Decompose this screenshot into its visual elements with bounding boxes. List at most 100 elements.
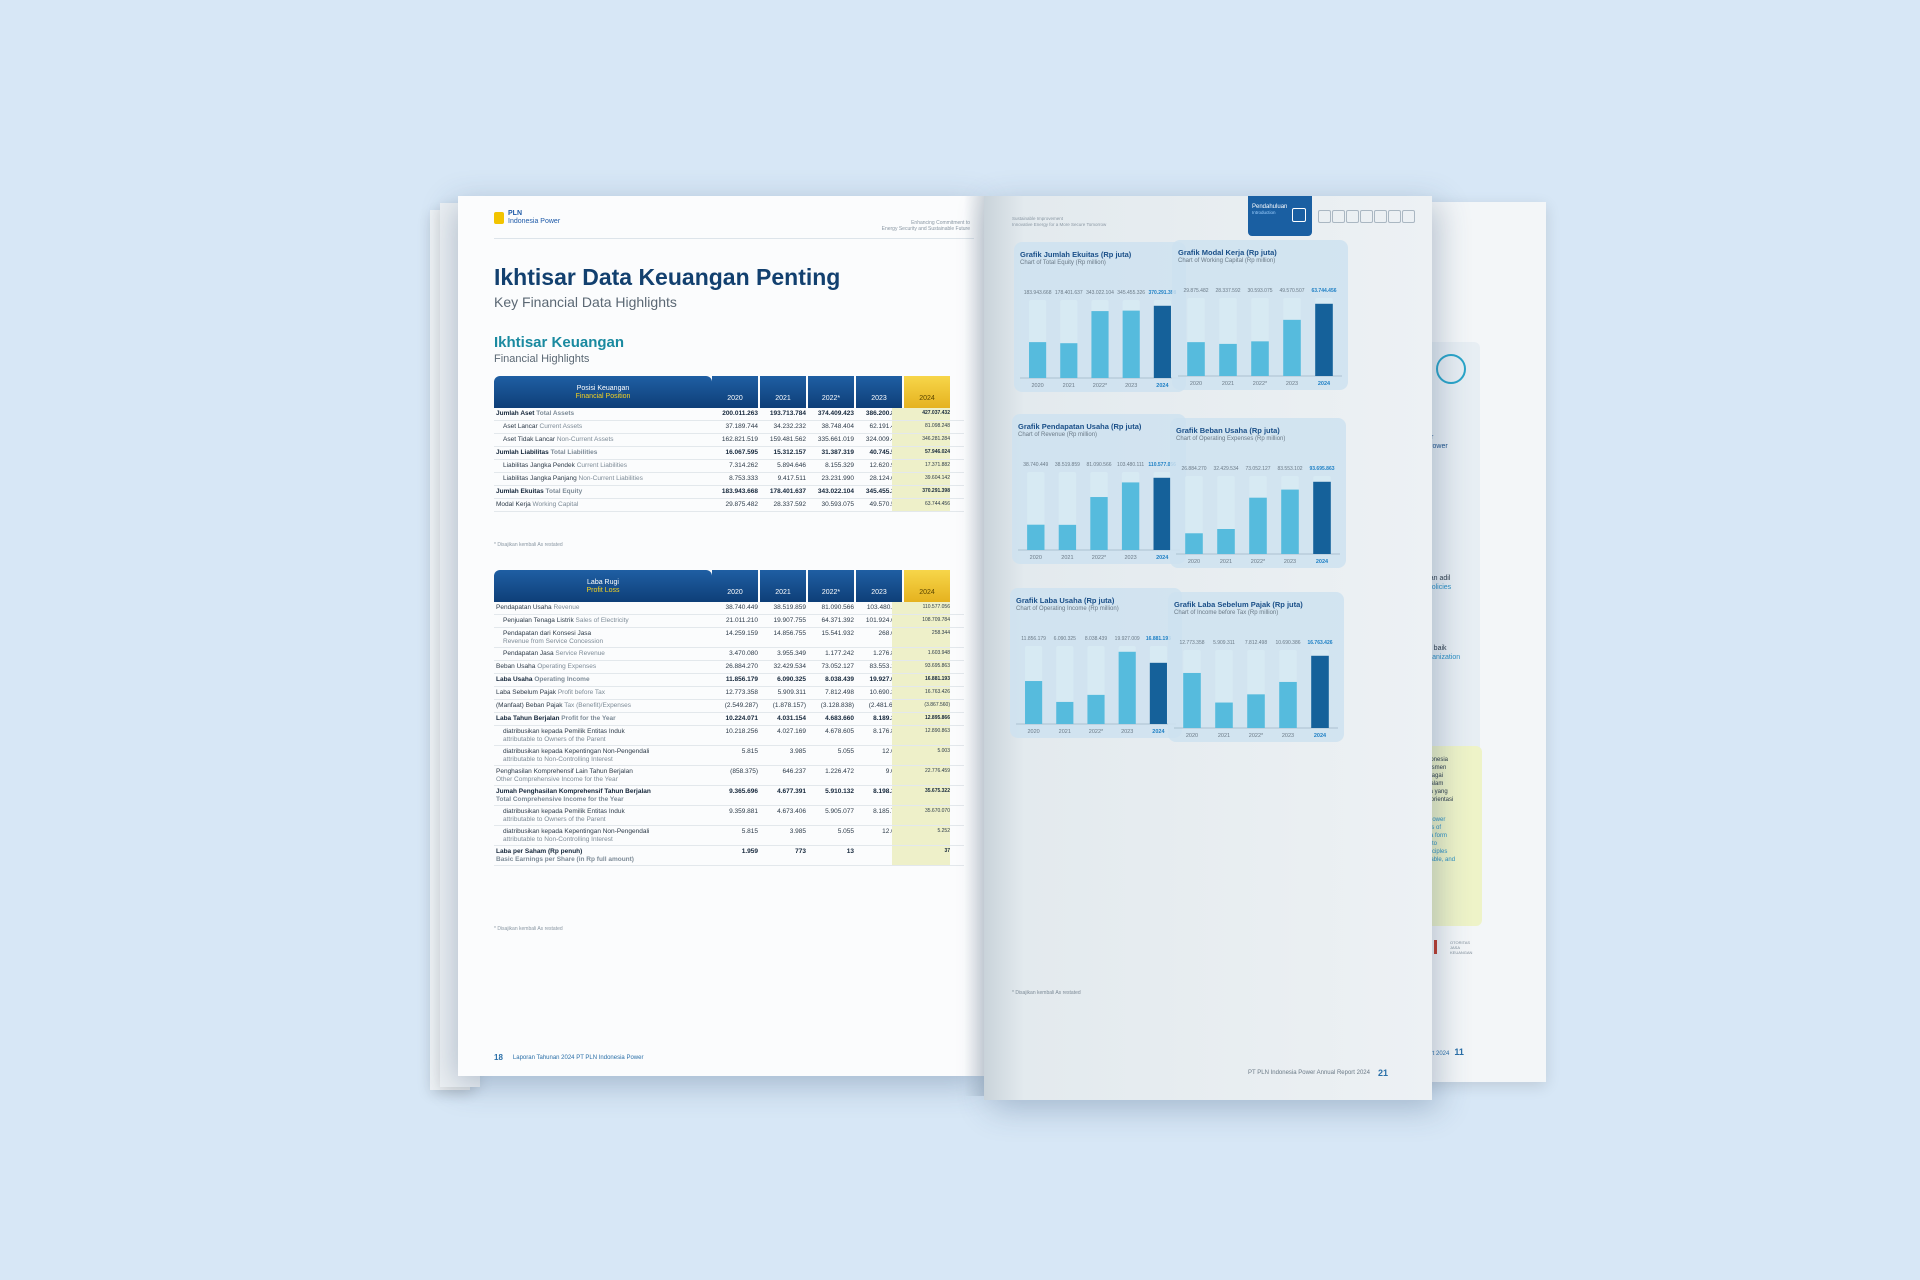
cell-value: 8.185.720 bbox=[873, 808, 902, 815]
cell-value: 200.011.263 bbox=[722, 410, 758, 417]
cell-value: 34.232.232 bbox=[773, 423, 806, 430]
cell-value: 37.189.744 bbox=[725, 423, 758, 430]
chart-card: Grafik Pendapatan Usaha (Rp juta) Chart o… bbox=[1012, 414, 1186, 564]
cell-value: 5.910.132 bbox=[825, 788, 854, 795]
cell-value: 12.773.358 bbox=[725, 689, 758, 696]
cell-value: 7.812.498 bbox=[825, 689, 854, 696]
left-header-tagline: Enhancing Commitment to Energy Security a… bbox=[881, 220, 970, 232]
year-header: 2021 bbox=[760, 376, 806, 408]
cell-value: 38.519.859 bbox=[773, 604, 806, 611]
year-header: 2022* bbox=[808, 376, 854, 408]
cell-value: 38.748.404 bbox=[821, 423, 854, 430]
bar bbox=[1090, 497, 1108, 550]
cell-value: 7.314.262 bbox=[729, 462, 758, 469]
row-label-id: Liabilitas Jangka Pendek bbox=[503, 462, 575, 469]
cell-value: 49.570.507 bbox=[869, 501, 902, 508]
row-label-en: Operating Expenses bbox=[537, 663, 597, 670]
people-icon[interactable] bbox=[1346, 210, 1359, 223]
row-label: Jumlah Liabilitas Total Liabilities bbox=[496, 449, 710, 457]
cell-value: 1.959 bbox=[741, 848, 758, 855]
cell-value: 12.620.923 bbox=[869, 462, 902, 469]
category-label: 2024 bbox=[1316, 559, 1329, 565]
bar-chart: 26.884.270 2020 32.429.534 2021 73.052.127 20… bbox=[1176, 466, 1340, 565]
cell-value: 110.577.056 bbox=[892, 602, 950, 614]
cell-value: (3.867.560) bbox=[892, 700, 950, 712]
chart-card: Grafik Laba Sebelum Pajak (Rp juta) Chart… bbox=[1168, 592, 1344, 742]
cell-value: 1.177.242 bbox=[825, 650, 854, 657]
bar bbox=[1121, 482, 1140, 550]
table-row: Beban Usaha Operating Expenses 26.884.270… bbox=[494, 661, 964, 674]
row-label: Laba Tahun Berjalan Profit for the Year bbox=[496, 715, 710, 723]
cell-value: 773 bbox=[795, 848, 806, 855]
chart-title: Grafik Jumlah Ekuitas (Rp juta) bbox=[1020, 250, 1132, 259]
bar bbox=[1122, 310, 1140, 378]
data-label: 32.429.534 bbox=[1213, 466, 1238, 472]
chart-title: Grafik Pendapatan Usaha (Rp juta) bbox=[1018, 422, 1142, 431]
bar bbox=[1091, 311, 1109, 378]
data-label: 343.022.104 bbox=[1086, 290, 1114, 296]
category-label: 2022* bbox=[1251, 559, 1266, 565]
cell-value: 64.371.392 bbox=[821, 617, 854, 624]
person-icon[interactable] bbox=[1332, 210, 1345, 223]
cell-value: 40.745.537 bbox=[869, 449, 902, 456]
cell-value: 17.371.882 bbox=[892, 460, 950, 472]
ojk-logo-icon bbox=[1434, 940, 1445, 954]
bar bbox=[1153, 477, 1171, 550]
bar bbox=[1027, 524, 1045, 550]
row-label: Jumah Penghasilan Komprehensif Tahun Ber… bbox=[496, 788, 710, 803]
cell-value: 4.678.605 bbox=[825, 728, 854, 735]
table-row: Aset Tidak Lancar Non-Current Assets 162.… bbox=[494, 434, 964, 447]
cell-value: 343.022.104 bbox=[817, 488, 854, 495]
tab-introduction[interactable]: Pendahuluan Introduction bbox=[1248, 196, 1312, 236]
cell-value: 101.924.634 bbox=[865, 617, 902, 624]
cell-value: 6.090.325 bbox=[777, 676, 806, 683]
row-label-id: Laba Usaha bbox=[496, 676, 533, 683]
row-label: diatribusikan kepada Pemilik Entitas Ind… bbox=[503, 808, 717, 823]
data-label: 8.038.439 bbox=[1085, 636, 1107, 642]
leaf-icon[interactable] bbox=[1388, 210, 1401, 223]
cell-value: 5.815 bbox=[741, 828, 758, 835]
cell-value: 5.003 bbox=[892, 746, 950, 765]
chart-card: Grafik Modal Kerja (Rp juta) Chart of Wor… bbox=[1172, 240, 1348, 390]
category-label: 2022* bbox=[1089, 729, 1104, 735]
pln-logo: PLN Indonesia Power bbox=[494, 210, 560, 226]
data-label: 183.943.668 bbox=[1024, 290, 1052, 296]
table-row: Jumlah Ekuitas Total Equity 183.943.668 17… bbox=[494, 486, 964, 499]
document-icon[interactable] bbox=[1374, 210, 1387, 223]
table-row: Penghasilan Komprehensif Lain Tahun Berj… bbox=[494, 766, 964, 786]
data-label: 26.884.270 bbox=[1181, 466, 1206, 472]
cell-value: 21.011.210 bbox=[725, 617, 758, 624]
bank-icon[interactable] bbox=[1360, 210, 1373, 223]
row-label-id: Pendapatan Usaha bbox=[496, 604, 552, 611]
category-label: 2021 bbox=[1063, 383, 1075, 389]
building-icon[interactable] bbox=[1318, 210, 1331, 223]
row-label-id: Pendapatan dari Konsesi Jasa bbox=[503, 630, 592, 637]
cell-value: (2.481.673) bbox=[868, 702, 902, 709]
row-label-en: Revenue bbox=[553, 604, 580, 611]
data-label: 73.052.127 bbox=[1245, 466, 1270, 472]
row-label: Modal Kerja Working Capital bbox=[496, 501, 710, 509]
category-label: 2024 bbox=[1156, 555, 1169, 561]
row-label-id: Laba Sebelum Pajak bbox=[496, 689, 556, 696]
row-label-id: diatribusikan kepada Kepentingan Non-Pen… bbox=[503, 748, 650, 755]
table-body: Pendapatan Usaha Revenue 38.740.449 38.519… bbox=[494, 602, 964, 866]
row-label-en: Total Liabilities bbox=[550, 449, 598, 456]
header-divider bbox=[494, 238, 974, 239]
cell-value: 374.409.423 bbox=[817, 410, 854, 417]
chart-subtitle: Chart of Operating Income (Rp million) bbox=[1016, 606, 1119, 612]
bar bbox=[1087, 694, 1105, 724]
row-label-en: Operating Income bbox=[534, 676, 590, 683]
cell-value: 23.231.990 bbox=[821, 475, 854, 482]
cell-value: 38.740.449 bbox=[725, 604, 758, 611]
row-label: Pendapatan Usaha Revenue bbox=[496, 604, 710, 612]
row-label-id: Aset Tidak Lancar bbox=[503, 436, 556, 443]
row-label-id: Jumlah Aset bbox=[496, 410, 535, 417]
row-label: Jumlah Ekuitas Total Equity bbox=[496, 488, 710, 496]
table-row: Laba Tahun Berjalan Profit for the Year 1… bbox=[494, 713, 964, 726]
row-label: Laba Usaha Operating Income bbox=[496, 676, 710, 684]
cell-value: 14.856.755 bbox=[773, 630, 806, 637]
table-body: Jumlah Aset Total Assets 200.011.263 193.7… bbox=[494, 408, 964, 512]
pln-logo-icon bbox=[494, 212, 504, 224]
row-label-en: Profit before Tax bbox=[557, 689, 606, 696]
gear-icon[interactable] bbox=[1402, 210, 1415, 223]
